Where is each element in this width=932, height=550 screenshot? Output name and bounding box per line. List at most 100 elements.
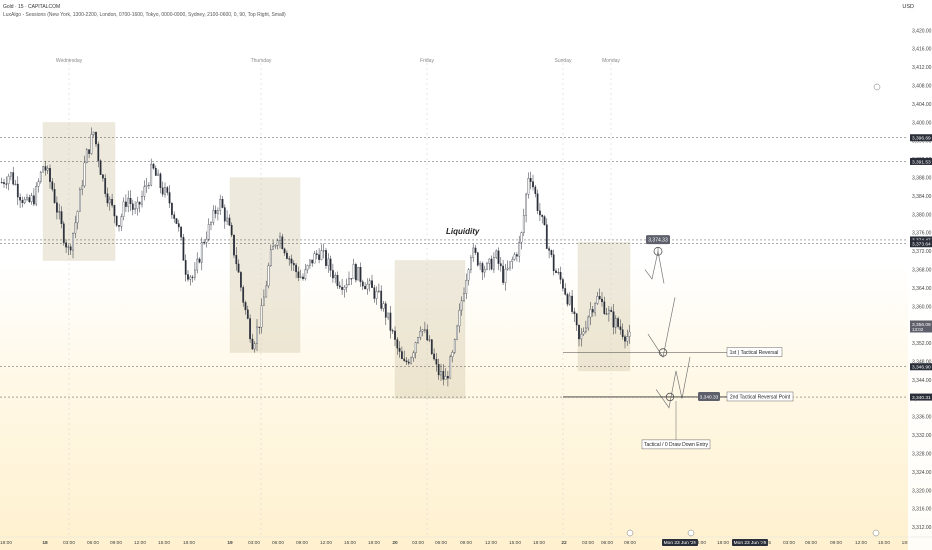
candle-body [479,263,481,266]
candle-body [81,185,84,190]
candle-body [141,196,143,205]
price-tick-label: 3,384.00 [912,194,932,200]
time-tick-label: 12:00 [134,540,146,546]
time-tick-label: 03:00 [63,540,75,546]
candle-body [338,285,341,288]
time-marker-bg [662,539,698,546]
candle-body [419,331,422,338]
candle-body [265,285,268,298]
candle-body [177,223,180,228]
time-tick-label: 15:00 [878,540,890,546]
candle-body [299,276,302,278]
candle-body [115,215,118,226]
price-tick-label: 3,408.00 [912,84,932,90]
candle-body [154,167,157,176]
candle-body [626,336,629,342]
candle-body [7,175,10,185]
candle-body [575,313,578,326]
candle-body [256,326,258,344]
price-level-value: 3,340.31 [912,395,931,401]
candle-body [143,186,146,197]
session-boxes [42,122,631,399]
candle-body [233,234,235,256]
candle-body [99,160,102,175]
countdown-value: 13:02 [912,327,924,332]
current-price-value: 3,356.09 [912,322,931,328]
candle-body [495,250,498,258]
price-level-value: 3,396.69 [912,136,931,142]
price-tick-label: 3,388.00 [912,176,932,182]
candle-body [536,193,539,211]
candle-body [111,198,113,206]
candle-body [435,358,438,365]
candle-body [258,326,261,328]
candle-body [272,245,274,250]
time-tick-label: 09:00 [830,540,842,546]
time-tick-label: 12:00 [485,540,497,546]
day-label: Wednesday [56,58,83,64]
candle-body [244,302,247,311]
candle-body [90,134,93,154]
time-marker-bg [732,539,768,546]
candle-body [502,265,504,283]
time-tick-label: 18:00 [717,540,729,546]
candle-body [10,172,12,177]
reversal-1-circle [658,348,668,357]
price-tick-label: 3,336.00 [912,415,932,421]
candle-body [85,149,88,164]
candle-body [345,284,348,288]
candle-body [580,333,583,340]
candle-body [28,197,31,203]
candle-body [136,201,139,209]
clock-icon [872,529,880,537]
candle-body [122,201,125,217]
indicator-legend[interactable]: LuxAlgo - Sessions (New York, 1300-2200,… [3,12,286,18]
candle-body [378,290,380,292]
price-tick-label: 3,396.00 [912,139,932,145]
price-level-badge [910,363,932,371]
candle-body [387,312,389,318]
candle-body [573,311,576,314]
time-tick-label: 12:00 [320,540,332,546]
candle-body [0,182,3,184]
candle-body [460,300,463,311]
price-tick-label: 3,372.00 [912,249,932,255]
candle-body [157,173,159,176]
candle-body [361,281,364,287]
candle-body [69,246,72,251]
time-tick-label: Mon 23 Jun '25 [734,540,767,546]
candle-body [617,318,619,327]
candle-body [16,183,19,198]
candle-body [412,352,415,359]
candle-body [453,339,456,353]
candle-body [159,173,162,189]
candle-body [76,211,79,224]
price-tick-label: 3,360.00 [912,304,932,310]
candle-body [364,285,366,290]
candle-body [476,252,479,266]
candle-body [106,193,109,204]
candles [0,127,631,387]
candle-body [444,376,447,380]
day-label: Thursday [251,58,272,64]
candle-body [352,264,355,279]
symbol-title[interactable]: Gold · 15 · CAPITALCOM [3,4,61,10]
candle-body [295,264,297,272]
liquidity-label: Liquidity [446,227,480,236]
candle-body [44,166,47,171]
candle-body [428,339,431,341]
candle-body [286,252,288,259]
price-tick-label: 3,316.00 [912,507,932,513]
candle-body [194,269,196,278]
candle-body [200,242,203,263]
candle-body [205,238,208,243]
candle-body [228,217,231,226]
candle-body [14,183,17,185]
price-tick-label: 3,344.00 [912,378,932,384]
price-tick-label: 3,420.00 [912,28,932,34]
price-level-badge [910,236,932,244]
candle-body [302,276,304,280]
clock-icon [873,83,881,91]
candle-body [145,185,148,187]
